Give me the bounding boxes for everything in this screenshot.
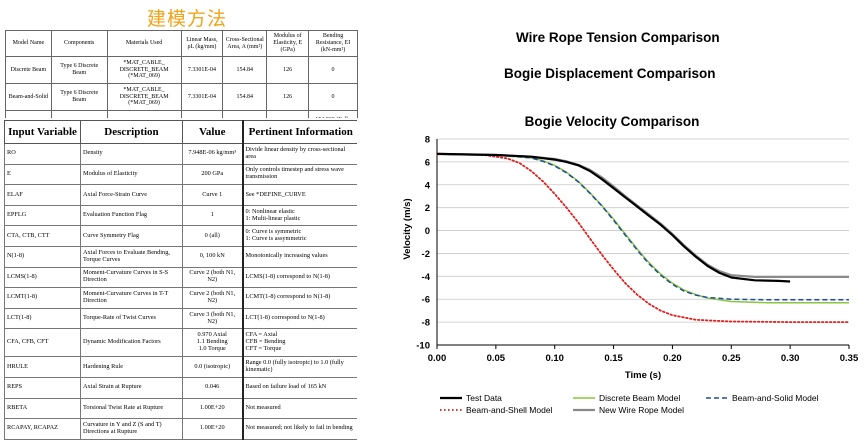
top-table-cell: 7.3301E-04 <box>180 83 224 111</box>
value-cell: Curve 3 (both N1, N2) <box>182 307 244 330</box>
series-line-beam-and-solid-model <box>436 153 849 301</box>
wire-rope-tension-title: Wire Rope Tension Comparison <box>516 30 720 45</box>
chart-legend: Test Data Discrete Beam Model Beam-and-Sol… <box>440 393 819 415</box>
main-table-header: Description <box>80 120 183 144</box>
x-tick-label: 0.15 <box>604 353 623 364</box>
top-table-header: Components <box>50 30 108 57</box>
chart-grid <box>436 138 849 346</box>
top-table-cell: Discrete Beam <box>5 56 52 84</box>
y-tick-label: -4 <box>422 272 431 283</box>
y-tick-label: -6 <box>422 295 430 306</box>
bogie-displacement-title: Bogie Displacement Comparison <box>504 66 716 81</box>
description-cell: Dynamic Modification Factors <box>80 328 183 358</box>
main-table-row: LCT(1-8) Torque-Rate of Twist Curves Curve… <box>4 307 357 330</box>
x-tick-label: 0.25 <box>722 353 741 364</box>
x-tick-label: 0.00 <box>428 353 447 364</box>
y-tick-label: -10 <box>416 341 430 352</box>
y-tick-label: 4 <box>425 180 431 191</box>
main-table-row: CFA, CFB, CFT Dynamic Modification Factor… <box>4 328 357 358</box>
model-setup-table: Model Name Components Materials Used Linear… <box>5 30 358 118</box>
legend-label: Beam-and-Shell Model <box>466 405 553 415</box>
top-table-header: Materials Used <box>106 30 182 57</box>
input-variable-cell: RCAPAY, RCAPAZ <box>4 418 81 440</box>
legend-label: Beam-and-Solid Model <box>732 393 819 403</box>
top-table-cell: 154.84 <box>222 56 268 84</box>
value-cell: 1.00E+20 <box>182 418 244 440</box>
top-table-cell: Type 6 Discrete Beam <box>50 83 108 111</box>
series-line-new-wire-rope-model <box>436 152 849 278</box>
pertinent-info-cell: CFA = Axial CFB = Bending CFT = Torque <box>242 328 357 358</box>
description-cell: Curvature in Y and Z (S and T) Direction… <box>80 418 183 440</box>
y-tick-label: 0 <box>425 226 430 237</box>
main-table-row: RBETA Torsional Twist Rate at Rupture 1.00… <box>4 397 357 420</box>
chart-series <box>436 152 850 323</box>
chart-title: Bogie Velocity Comparison <box>525 114 700 129</box>
main-table-header: Value <box>182 120 244 144</box>
main-table-row: RCAPAY, RCAPAZ Curvature in Y and Z (S an… <box>4 418 357 440</box>
y-tick-label: -2 <box>422 249 430 260</box>
top-table-cell: *MAT_CABLE_ DISCRETE_BEAM (*MAT_069) <box>106 83 182 111</box>
top-table-cell: *MAT_PIECEWISE_ <box>106 110 182 118</box>
top-table-cell: 154.838 (Fully Plastic) <box>308 110 358 118</box>
x-tick-label: 0.30 <box>781 353 800 364</box>
y-tick-label: -8 <box>422 318 430 329</box>
main-table-row: LCMT(1-8) Moment-Curvature Curves in T-T … <box>4 287 357 309</box>
y-tick-label: 8 <box>425 135 430 146</box>
x-tick-label: 0.05 <box>487 353 506 364</box>
top-table-cell: Beam-and-Solid <box>5 83 52 111</box>
main-table-row: N(1-8) Axial Forces to Evaluate Bending, … <box>4 245 357 268</box>
y-tick-label: 2 <box>425 203 430 214</box>
x-axis-label: Time (s) <box>625 370 661 381</box>
input-variable-table: Input Variable Description Value Pertinent … <box>4 120 357 443</box>
y-tick-label: 6 <box>425 157 430 168</box>
main-table-row: E Modulus of Elasticity 200 GPa Only contro… <box>4 163 357 186</box>
top-table-row: Type 15 Truss Beam*MAT_PIECEWISE_154.838… <box>5 110 358 118</box>
input-variable-cell: CFA, CFB, CFT <box>4 328 81 358</box>
y-axis-label: Velocity (m/s) <box>402 198 413 259</box>
main-table-header: Pertinent Information <box>242 120 357 144</box>
series-line-test-data <box>436 152 791 283</box>
x-tick-label: 0.20 <box>663 353 682 364</box>
legend-label: Test Data <box>466 393 502 403</box>
x-tick-label: 0.35 <box>840 353 859 364</box>
slide-title: 建模方法 <box>147 8 228 30</box>
top-table-row: Beam-and-Solid Type 6 Discrete Beam *MAT_C… <box>5 83 358 111</box>
legend-label: Discrete Beam Model <box>599 393 680 403</box>
value-cell: Curve 2 (both N1, N2) <box>182 287 244 309</box>
chart-ticks: -10 -8 -6 -4 -2 0 2 4 6 8 0.00 0.05 0.10 0.15 0.20 0.25… <box>416 135 859 365</box>
pertinent-info-cell: Not measured; not likely to fail in bend… <box>242 418 357 440</box>
x-tick-label: 0.10 <box>545 353 564 364</box>
top-table-header: Bending Resistance, EI (kN-mm²) <box>308 30 358 57</box>
series-line-beam-and-shell-model <box>436 153 850 323</box>
main-table-header: Input Variable <box>4 120 81 144</box>
main-table-row: REPS Axial Strain at Rupture 0.046 Based on… <box>4 376 357 399</box>
pertinent-info-cell: Divide linear density by cross-sectional… <box>242 143 357 165</box>
top-table-cell: 0 <box>308 83 358 111</box>
value-cell: 0.970 Axial 1.1 Bending 1.0 Torque <box>182 328 244 358</box>
pertinent-info-cell: 0: Nonlinear elastic 1: Multi-linear plas… <box>242 204 357 227</box>
top-table-cell: Type 6 Discrete Beam <box>50 56 108 84</box>
legend-label: New Wire Rope Model <box>599 405 684 415</box>
